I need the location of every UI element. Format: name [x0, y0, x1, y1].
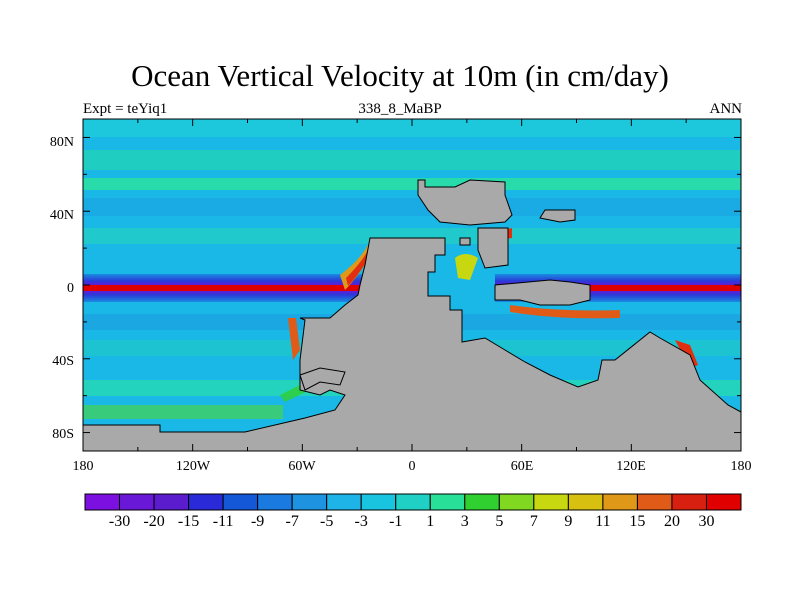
colorbar-swatch [533, 493, 569, 511]
colorbar-label: -9 [251, 513, 264, 530]
map-field [83, 119, 741, 451]
colorbar-swatch [291, 493, 328, 511]
colorbar-swatch [360, 493, 397, 511]
colorbar-label: 7 [530, 513, 538, 530]
north-mid-band [83, 178, 741, 190]
colorbar-label: 30 [698, 513, 714, 530]
colorbar-swatch [326, 493, 362, 511]
land-masses [83, 179, 741, 451]
lon-label-60w: 60W [288, 459, 316, 474]
colorbar-label: -30 [109, 513, 130, 530]
colorbar-swatch [498, 493, 535, 511]
colorbar-label: 5 [495, 513, 503, 530]
colorbar-swatch [222, 493, 259, 511]
north-subpolar-band [83, 150, 741, 170]
landmass-small-island [459, 237, 471, 246]
colorbar-label: -15 [178, 513, 199, 530]
colorbar-label: -20 [143, 513, 164, 530]
landmass-north-east-island [539, 209, 576, 223]
period-label: 338_8_MaBP [358, 101, 442, 117]
season-label: ANN [709, 101, 743, 117]
lon-label-60e: 60E [511, 459, 534, 474]
colorbar-swatch [636, 493, 673, 511]
colorbar-swatch [602, 493, 638, 511]
colorbar-swatch [395, 493, 431, 511]
axis-ticks [82, 119, 742, 451]
colorbar-label: 3 [461, 513, 469, 530]
map-title: Ocean Vertical Velocity at 10m (in cm/da… [131, 58, 669, 93]
colorbar-label: -11 [213, 513, 234, 530]
colorbar-swatch [84, 493, 121, 511]
colorbar-swatch [705, 493, 742, 511]
upwelling-west-coast-core [346, 250, 370, 286]
north-tropic-band [83, 228, 741, 244]
lat-label-40s: 40S [52, 354, 74, 369]
colorbar: -30 -20 -15 -11 -9 -7 -5 -3 -1 1 3 5 7 9 11 15 20 30 [84, 493, 742, 530]
colorbar-label: -1 [389, 513, 402, 530]
lat-label-40n: 40N [50, 208, 74, 223]
lon-label-180w: 180 [73, 459, 94, 474]
landmass-equatorial-strip [494, 279, 591, 306]
colorbar-swatch [257, 493, 293, 511]
landmass-main [83, 237, 741, 451]
north-subtropic-band [83, 198, 741, 216]
upwelling-east-equator [510, 305, 620, 319]
colorbar-label: -5 [320, 513, 333, 530]
arctic-band [83, 119, 741, 137]
colorbar-label: 1 [426, 513, 434, 530]
colorbar-label: -3 [355, 513, 368, 530]
colorbar-label: 9 [564, 513, 572, 530]
latitude-labels: 80N 40N 0 40S 80S [50, 135, 74, 442]
lat-label-80n: 80N [50, 135, 74, 150]
equatorial-red-east [575, 285, 741, 291]
lon-label-180e: 180 [731, 459, 752, 474]
upwelling-tethys [455, 254, 478, 280]
lon-label-120w: 120W [176, 459, 211, 474]
lon-label-120e: 120E [616, 459, 646, 474]
equatorial-red-west [83, 285, 363, 291]
colorbar-swatch [188, 493, 224, 511]
lat-label-80s: 80S [52, 427, 74, 442]
colorbar-swatch [429, 493, 466, 511]
experiment-label: Expt = teYiq1 [83, 101, 168, 117]
colorbar-swatch [119, 493, 155, 511]
landmass-southern-arc [299, 367, 346, 391]
landmass-central-block [477, 227, 509, 269]
colorbar-swatch [464, 493, 500, 511]
antarctic-band [83, 405, 283, 419]
colorbar-swatch [153, 493, 190, 511]
lon-label-0: 0 [409, 459, 416, 474]
colorbar-label: -7 [285, 513, 298, 530]
colorbar-label: 11 [595, 513, 610, 530]
colorbar-swatch [671, 493, 707, 511]
longitude-labels: 180 120W 60W 0 60E 120E 180 [73, 459, 752, 474]
colorbar-swatch [567, 493, 604, 511]
colorbar-label: 15 [629, 513, 645, 530]
upwelling-pacific-south [288, 318, 300, 360]
lat-label-0: 0 [67, 281, 74, 296]
landmass-north-continent [417, 179, 513, 226]
colorbar-label: 20 [664, 513, 680, 530]
